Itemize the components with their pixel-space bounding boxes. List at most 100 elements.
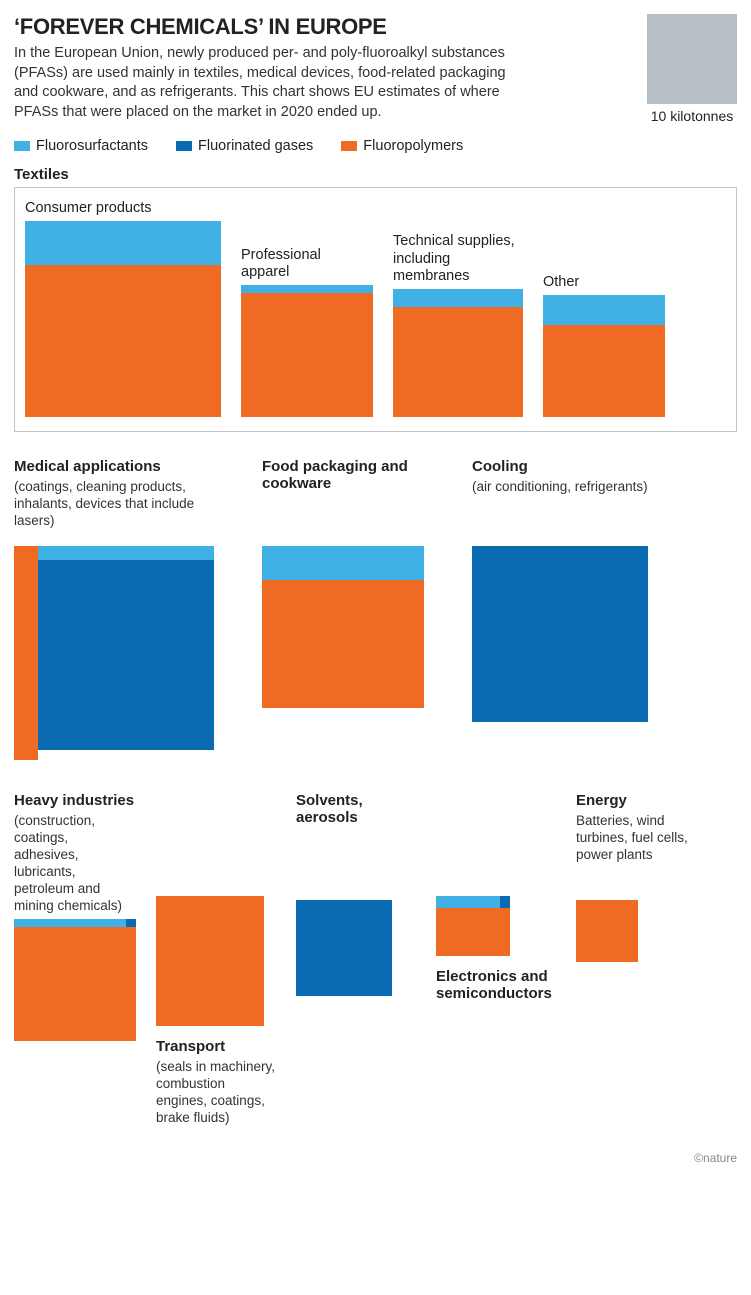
category-title: Medical applications	[14, 458, 234, 475]
chart-substack	[14, 546, 38, 760]
chart-segment	[156, 896, 264, 1026]
category-block: Energy Batteries, wind turbines, fuel cel…	[576, 786, 696, 962]
legend-swatch	[14, 141, 30, 151]
textiles-frame: Consumer products Professional apparel Tec…	[14, 187, 737, 432]
category-labels: Heavy industries (construction, coatings,…	[14, 786, 136, 914]
chart-segment	[393, 289, 523, 307]
chart-topbar	[436, 896, 556, 908]
chart-segment	[241, 285, 373, 293]
textiles-item-label: Other	[543, 274, 665, 291]
textiles-item-label: Consumer products	[25, 200, 221, 217]
chart-segment	[38, 560, 214, 750]
category-block: Electronics and semiconductors	[436, 786, 556, 1006]
legend-swatch	[341, 141, 357, 151]
category-labels: Medical applications (coatings, cleaning …	[14, 452, 234, 542]
textiles-item: Other	[543, 274, 665, 417]
chart-block	[241, 285, 373, 417]
scale-reference: 10 kilotonnes	[647, 14, 737, 124]
chart-segment	[38, 546, 214, 560]
legend: Fluorosurfactants Fluorinated gases Fluoro…	[14, 138, 737, 154]
legend-label: Fluoropolymers	[363, 138, 463, 154]
chart-block	[262, 546, 444, 708]
legend-item: Fluorinated gases	[176, 138, 313, 154]
chart-segment	[472, 546, 648, 722]
chart-block	[25, 221, 221, 417]
category-labels: Energy Batteries, wind turbines, fuel cel…	[576, 786, 696, 896]
category-block: Heavy industries (construction, coatings,…	[14, 786, 136, 1040]
category-title: Food packaging and cookware	[262, 458, 444, 492]
scale-label: 10 kilotonnes	[647, 108, 737, 124]
category-labels: Transport (seals in machinery, combustion…	[156, 1032, 276, 1127]
chart-segment	[262, 546, 424, 580]
chart-segment	[25, 265, 221, 417]
credit: ©nature	[14, 1151, 737, 1165]
chart-segment	[436, 908, 510, 956]
chart-block	[156, 896, 276, 1026]
category-block: Cooling (air conditioning, refrigerants)	[472, 452, 668, 722]
chart-segment	[393, 307, 523, 417]
textiles-item: Technical supplies, including membranes	[393, 233, 523, 417]
row-bottom: Heavy industries (construction, coatings,…	[14, 786, 737, 1127]
chart-segment	[25, 221, 221, 265]
textiles-row: Consumer products Professional apparel Tec…	[25, 200, 726, 417]
category-title: Solvents, aerosols	[296, 792, 416, 826]
category-title: Energy	[576, 792, 696, 809]
textiles-item: Professional apparel	[241, 247, 373, 418]
chart-block	[436, 896, 556, 956]
category-title: Electronics and semiconductors	[436, 968, 556, 1002]
category-subtitle: (construction, coatings, adhesives, lubr…	[14, 813, 136, 914]
legend-label: Fluorinated gases	[198, 138, 313, 154]
chart-block	[543, 295, 665, 417]
legend-label: Fluorosurfactants	[36, 138, 148, 154]
chart-segment	[262, 580, 424, 708]
chart-block	[472, 546, 668, 722]
textiles-heading: Textiles	[14, 166, 737, 183]
chart-segment	[543, 325, 665, 417]
category-labels: Food packaging and cookware	[262, 452, 444, 542]
chart-segment	[576, 900, 638, 962]
chart-segment	[14, 546, 38, 760]
spacer	[156, 786, 276, 896]
category-subtitle: (air conditioning, refrigerants)	[472, 479, 668, 496]
chart-block	[296, 900, 416, 996]
chart-segment	[543, 295, 665, 325]
chart-title: ‘FOREVER CHEMICALS’ IN EUROPE	[14, 14, 631, 40]
chart-block	[14, 546, 234, 760]
category-block: Food packaging and cookware	[262, 452, 444, 708]
category-subtitle: (seals in machinery, combustion engines,…	[156, 1059, 276, 1127]
textiles-item: Consumer products	[25, 200, 221, 417]
textiles-item-label: Professional apparel	[241, 247, 373, 282]
row-medical-food-cooling: Medical applications (coatings, cleaning …	[14, 452, 737, 760]
chart-topbar	[14, 919, 136, 927]
textiles-item-label: Technical supplies, including membranes	[393, 233, 523, 285]
category-labels: Cooling (air conditioning, refrigerants)	[472, 452, 668, 542]
legend-item: Fluoropolymers	[341, 138, 463, 154]
legend-item: Fluorosurfactants	[14, 138, 148, 154]
chart-segment	[14, 927, 136, 1041]
chart-subtitle: In the European Union, newly produced pe…	[14, 44, 514, 122]
chart-segment	[436, 896, 500, 908]
category-title: Cooling	[472, 458, 668, 475]
category-title: Heavy industries	[14, 792, 136, 809]
category-block: Medical applications (coatings, cleaning …	[14, 452, 234, 760]
chart-block	[14, 919, 136, 1041]
scale-box	[647, 14, 737, 104]
header: ‘FOREVER CHEMICALS’ IN EUROPE In the Eur…	[14, 14, 737, 124]
chart-substack	[38, 546, 214, 750]
chart-block	[393, 289, 523, 417]
chart-segment	[14, 919, 126, 927]
category-labels: Electronics and semiconductors	[436, 962, 556, 1006]
chart-segment	[296, 900, 392, 996]
chart-segment	[126, 919, 136, 927]
spacer	[436, 786, 556, 896]
chart-segment	[241, 293, 373, 417]
category-subtitle: (coatings, cleaning products, inhalants,…	[14, 479, 234, 530]
category-title: Transport	[156, 1038, 276, 1055]
category-block: Transport (seals in machinery, combustion…	[156, 786, 276, 1127]
category-labels: Solvents, aerosols	[296, 786, 416, 896]
category-subtitle: Batteries, wind turbines, fuel cells, po…	[576, 813, 696, 864]
legend-swatch	[176, 141, 192, 151]
chart-block	[576, 900, 696, 962]
category-block: Solvents, aerosols	[296, 786, 416, 996]
header-text: ‘FOREVER CHEMICALS’ IN EUROPE In the Eur…	[14, 14, 631, 122]
